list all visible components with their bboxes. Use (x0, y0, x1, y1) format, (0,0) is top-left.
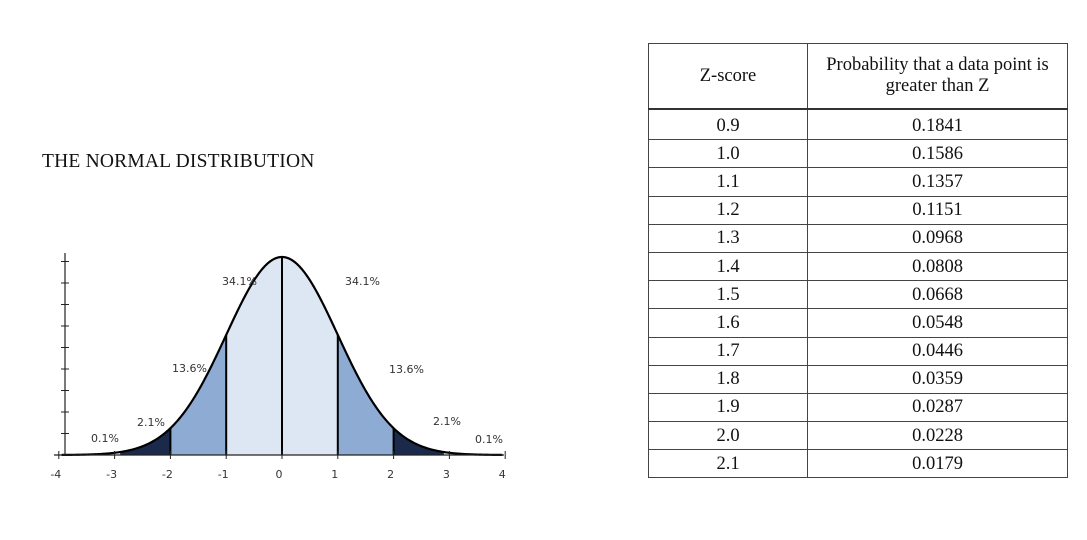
table-row: 1.9 0.0287 (648, 392, 1068, 423)
z-score-cell: 2.1 (648, 449, 808, 479)
table-row: 2.0 0.0228 (648, 421, 1068, 451)
probability-cell: 0.0668 (807, 280, 1068, 310)
header-z-score: Z-score (648, 43, 808, 110)
z-score-cell: 0.9 (648, 108, 808, 141)
table-row: 1.6 0.0548 (648, 308, 1068, 338)
normal-distribution-chart: -4 -3 -2 -1 0 1 2 3 4 0.1% 2.1% 13.6% 34.1% 34.1% 13.… (50, 253, 506, 481)
region-fill (120, 428, 171, 455)
region-label: 0.1% (91, 432, 119, 445)
probability-cell: 0.0808 (807, 251, 1068, 282)
header-probability: Probability that a data point is greater… (807, 43, 1068, 110)
z-score-cell: 2.0 (648, 421, 808, 451)
probability-cell: 0.1151 (807, 195, 1068, 225)
x-tick-label: -3 (106, 468, 117, 481)
x-tick-label: 3 (443, 468, 450, 481)
region-fill (393, 428, 444, 455)
table-row: 1.8 0.0359 (648, 364, 1068, 394)
region-label: 0.1% (475, 433, 503, 446)
probability-cell: 0.0228 (807, 421, 1068, 451)
z-score-cell: 1.8 (648, 364, 808, 394)
table-row: 0.9 0.1841 (648, 108, 1068, 141)
x-axis-ticks: -4 -3 -2 -1 0 1 2 3 4 (50, 451, 506, 481)
table-row: 1.2 0.1151 (648, 195, 1068, 225)
z-score-table: Z-score Probability that a data point is… (648, 43, 1068, 479)
z-score-cell: 1.4 (648, 251, 808, 282)
probability-cell: 0.0359 (807, 364, 1068, 394)
region-label: 13.6% (172, 362, 207, 375)
region-label: 34.1% (222, 275, 257, 288)
probability-cell: 0.0179 (807, 449, 1068, 479)
region-label: 2.1% (433, 415, 461, 428)
y-axis-ticks (61, 261, 69, 456)
probability-cell: 0.0968 (807, 223, 1068, 253)
x-tick-label: -4 (50, 468, 61, 481)
probability-cell: 0.0446 (807, 336, 1068, 366)
probability-cell: 0.0287 (807, 392, 1068, 423)
x-tick-label: 0 (276, 468, 283, 481)
z-score-cell: 1.7 (648, 336, 808, 366)
region-label: 13.6% (389, 363, 424, 376)
table-row: 1.7 0.0446 (648, 336, 1068, 366)
table-header-row: Z-score Probability that a data point is… (648, 43, 1068, 110)
z-score-cell: 1.0 (648, 139, 808, 169)
probability-cell: 0.1357 (807, 167, 1068, 197)
x-tick-label: 1 (331, 468, 338, 481)
z-score-cell: 1.3 (648, 223, 808, 253)
region-labels: 0.1% 2.1% 13.6% 34.1% 34.1% 13.6% 2.1% 0.1% (91, 275, 503, 446)
sd-lines (169, 257, 395, 455)
table-row: 1.4 0.0808 (648, 251, 1068, 282)
table-row: 1.5 0.0668 (648, 280, 1068, 310)
table-body: 0.9 0.1841 1.0 0.1586 1.1 0.1357 1.2 0.1151 1.3 0… (648, 108, 1068, 479)
probability-cell: 0.1586 (807, 139, 1068, 169)
table-row: 1.1 0.1357 (648, 167, 1068, 197)
x-tick-label: -1 (218, 468, 229, 481)
page-title: THE NORMAL DISTRIBUTION (42, 151, 315, 172)
region-label: 34.1% (345, 275, 380, 288)
z-score-cell: 1.2 (648, 195, 808, 225)
z-score-cell: 1.6 (648, 308, 808, 338)
z-score-cell: 1.5 (648, 280, 808, 310)
probability-cell: 0.0548 (807, 308, 1068, 338)
table-row: 1.3 0.0968 (648, 223, 1068, 253)
region-label: 2.1% (137, 416, 165, 429)
x-tick-label: 2 (387, 468, 394, 481)
table-row: 1.0 0.1586 (648, 139, 1068, 169)
x-tick-label: 4 (499, 468, 506, 481)
probability-cell: 0.1841 (807, 108, 1068, 141)
z-score-cell: 1.9 (648, 392, 808, 423)
z-score-cell: 1.1 (648, 167, 808, 197)
table-row: 2.1 0.0179 (648, 449, 1068, 479)
x-tick-label: -2 (162, 468, 173, 481)
